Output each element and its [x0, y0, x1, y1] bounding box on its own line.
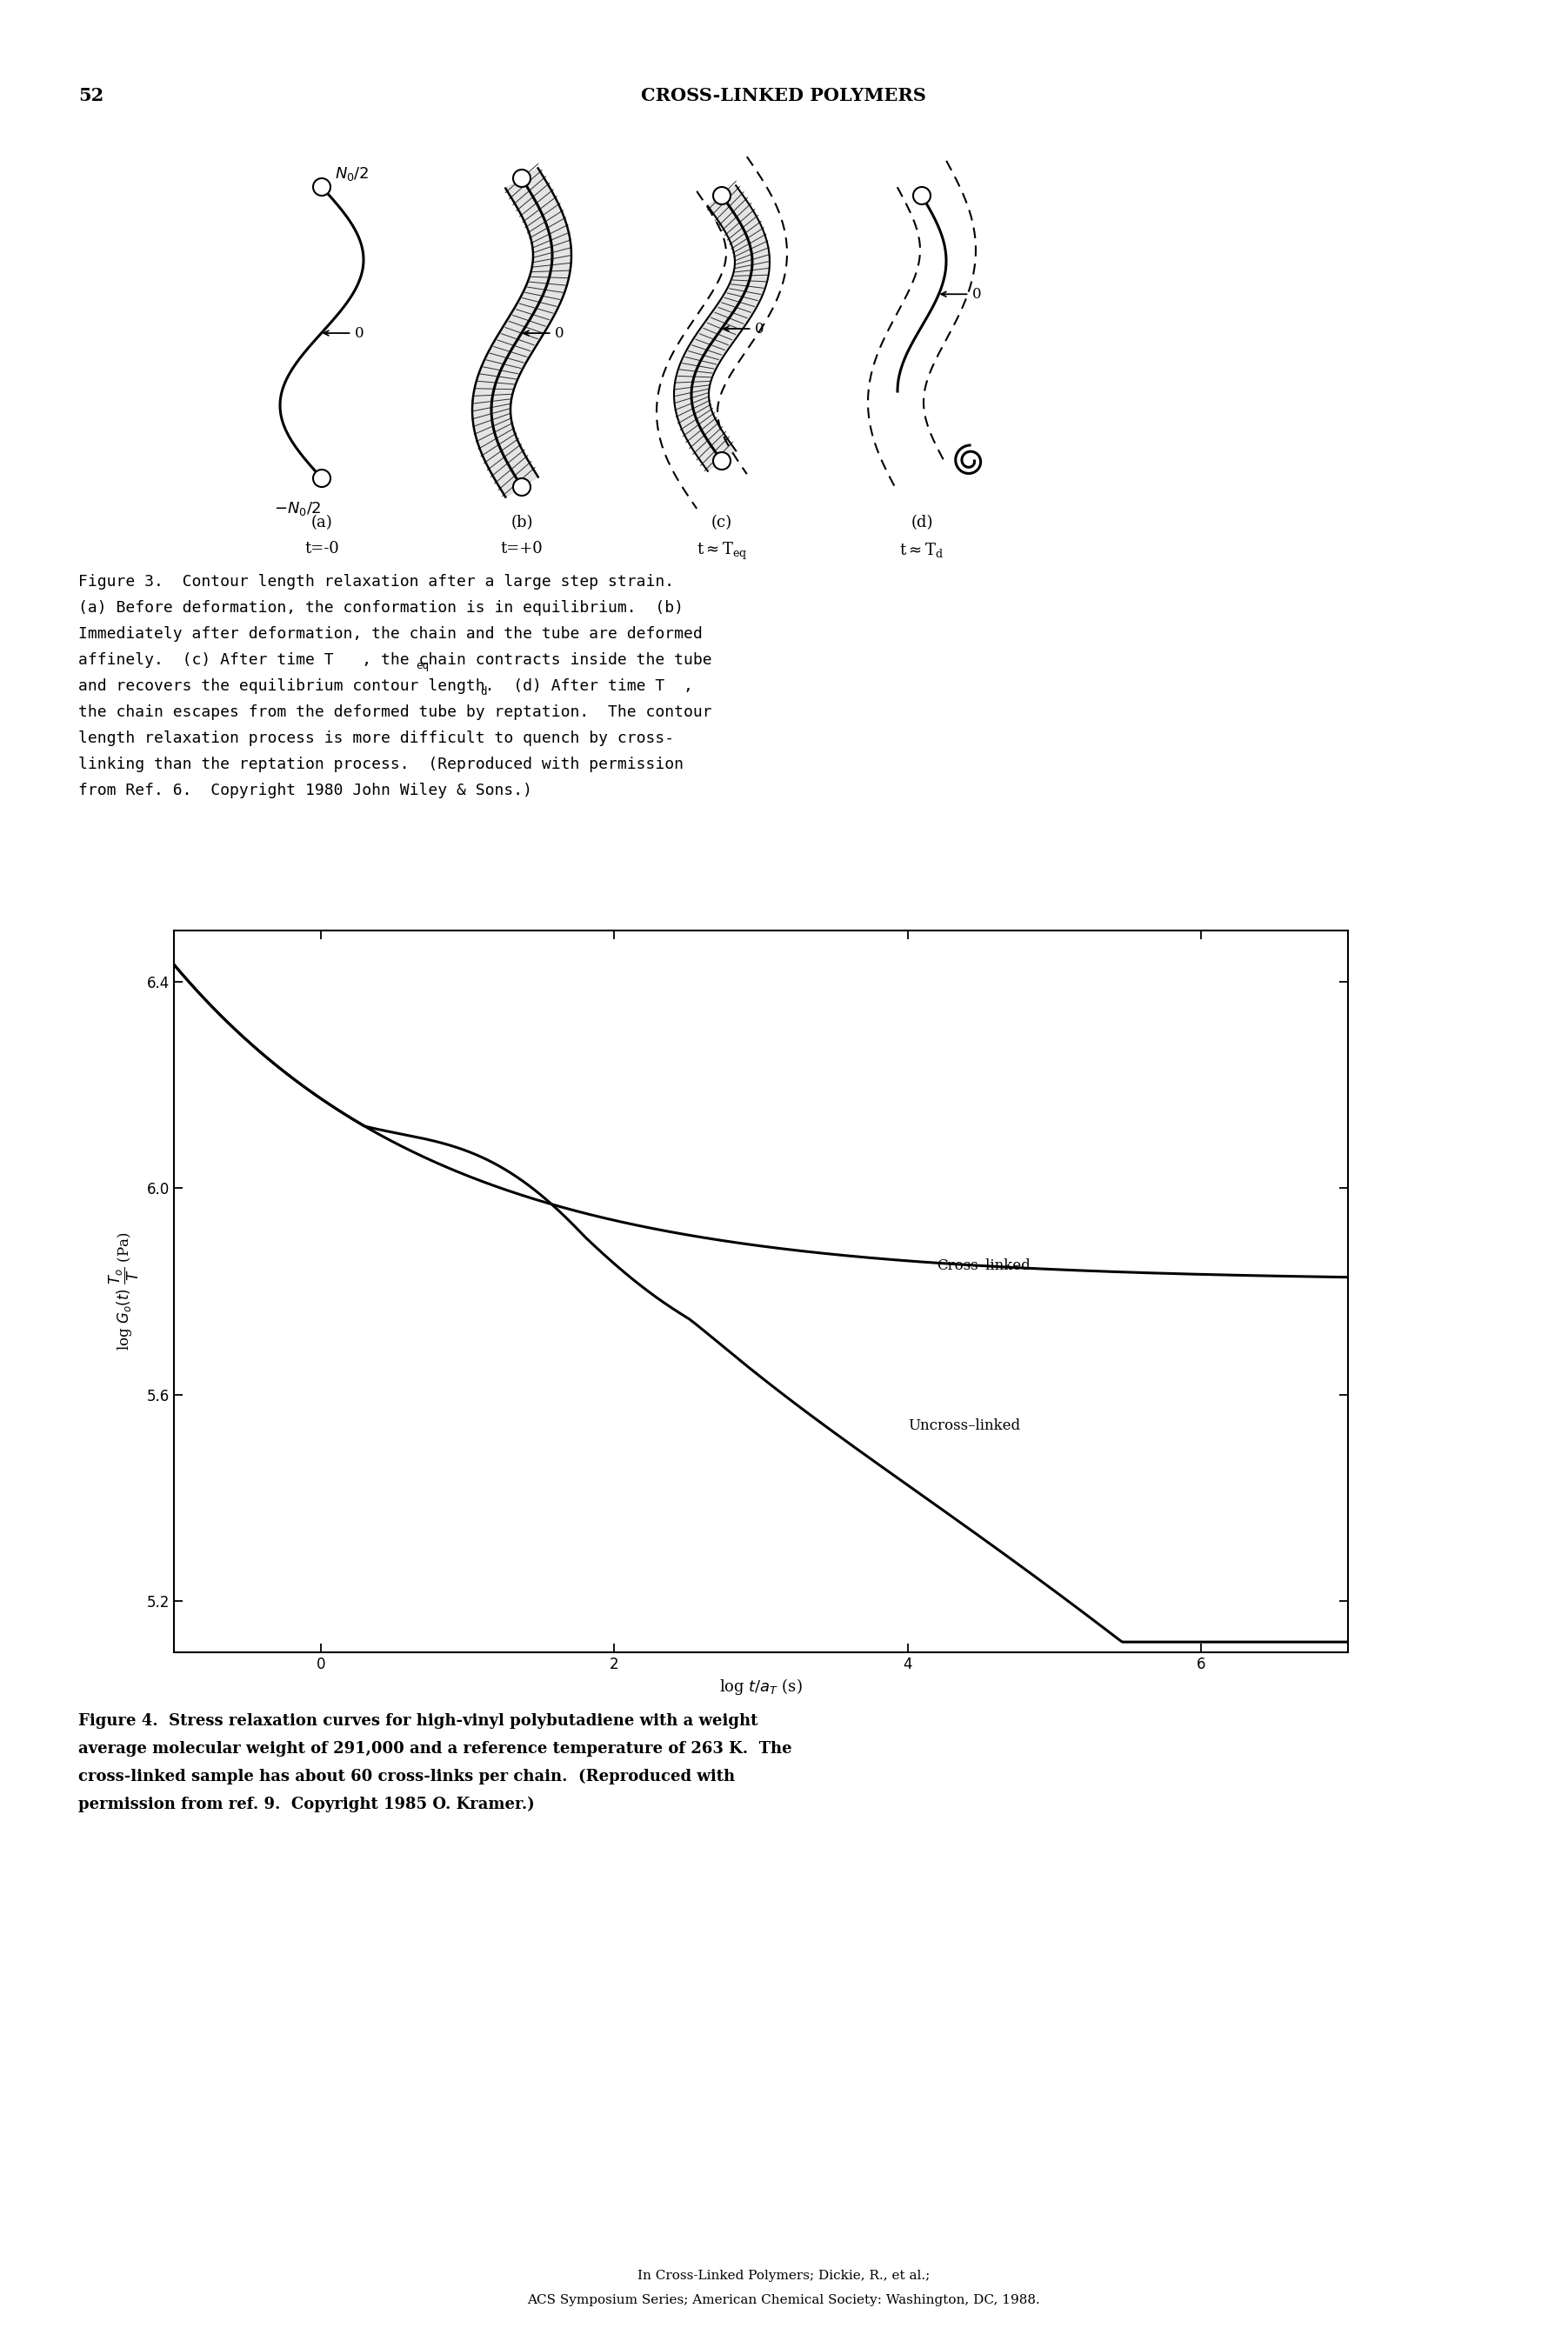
Text: Uncross–linked: Uncross–linked: [908, 1418, 1021, 1432]
Text: (a) Before deformation, the conformation is in equilibrium.  (b): (a) Before deformation, the conformation…: [78, 601, 684, 615]
Text: Cross–linked: Cross–linked: [938, 1259, 1030, 1273]
Text: 0: 0: [754, 322, 764, 336]
Text: 0: 0: [354, 326, 364, 340]
Text: Figure 3.  Contour length relaxation after a large step strain.: Figure 3. Contour length relaxation afte…: [78, 573, 674, 589]
Text: CROSS-LINKED POLYMERS: CROSS-LINKED POLYMERS: [641, 87, 927, 103]
Polygon shape: [472, 169, 571, 498]
Text: linking than the reptation process.  (Reproduced with permission: linking than the reptation process. (Rep…: [78, 756, 684, 772]
Text: 0: 0: [972, 286, 982, 303]
Text: cross-linked sample has about 60 cross-links per chain.  (Reproduced with: cross-linked sample has about 60 cross-l…: [78, 1768, 735, 1784]
Circle shape: [314, 178, 331, 195]
Text: ACS Symposium Series; American Chemical Society: Washington, DC, 1988.: ACS Symposium Series; American Chemical …: [527, 2294, 1040, 2306]
Polygon shape: [674, 185, 770, 472]
Y-axis label: log $G_o(t)\ \dfrac{T_o}{T}$ (Pa): log $G_o(t)\ \dfrac{T_o}{T}$ (Pa): [108, 1233, 141, 1350]
Text: length relaxation process is more difficult to quench by cross-: length relaxation process is more diffic…: [78, 730, 674, 747]
Text: $N_0/2$: $N_0/2$: [336, 164, 368, 183]
Text: t$\approx$T$_\mathregular{d}$: t$\approx$T$_\mathregular{d}$: [900, 540, 944, 559]
Text: the chain escapes from the deformed tube by reptation.  The contour: the chain escapes from the deformed tube…: [78, 704, 712, 721]
Text: affinely.  (c) After time T   , the chain contracts inside the tube: affinely. (c) After time T , the chain c…: [78, 653, 712, 667]
Text: (c): (c): [712, 514, 732, 531]
Circle shape: [913, 188, 930, 204]
Text: t$\approx$T$_\mathregular{eq}$: t$\approx$T$_\mathregular{eq}$: [696, 540, 748, 561]
Text: 52: 52: [78, 87, 103, 103]
Text: permission from ref. 9.  Copyright 1985 O. Kramer.): permission from ref. 9. Copyright 1985 O…: [78, 1796, 535, 1813]
Circle shape: [513, 479, 530, 495]
Text: d: d: [480, 686, 486, 697]
Text: and recovers the equilibrium contour length.  (d) After time T  ,: and recovers the equilibrium contour len…: [78, 679, 693, 695]
Circle shape: [513, 169, 530, 188]
Text: t=-0: t=-0: [304, 540, 339, 556]
Text: (d): (d): [911, 514, 933, 531]
Text: (a): (a): [310, 514, 332, 531]
Text: from Ref. 6.  Copyright 1980 John Wiley & Sons.): from Ref. 6. Copyright 1980 John Wiley &…: [78, 782, 532, 798]
Circle shape: [314, 470, 331, 486]
Text: In Cross-Linked Polymers; Dickie, R., et al.;: In Cross-Linked Polymers; Dickie, R., et…: [637, 2271, 930, 2282]
Text: (b): (b): [511, 514, 533, 531]
Text: Immediately after deformation, the chain and the tube are deformed: Immediately after deformation, the chain…: [78, 627, 702, 641]
Text: t=+0: t=+0: [500, 540, 543, 556]
Text: eq: eq: [416, 660, 428, 672]
Text: 0: 0: [555, 326, 564, 340]
Text: average molecular weight of 291,000 and a reference temperature of 263 K.  The: average molecular weight of 291,000 and …: [78, 1740, 792, 1756]
X-axis label: log $t/a_T$ (s): log $t/a_T$ (s): [720, 1676, 803, 1698]
Text: $-N_0/2$: $-N_0/2$: [274, 500, 321, 517]
Text: Figure 4.  Stress relaxation curves for high-vinyl polybutadiene with a weight: Figure 4. Stress relaxation curves for h…: [78, 1714, 757, 1728]
Circle shape: [713, 188, 731, 204]
Circle shape: [713, 453, 731, 470]
